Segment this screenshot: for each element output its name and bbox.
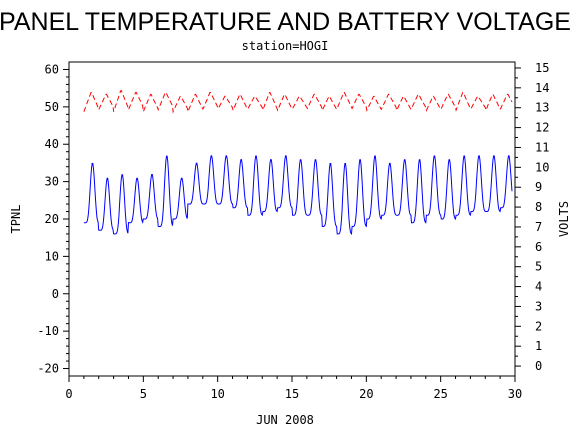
left-axis-label: TPNL (9, 205, 23, 234)
left-tick-label: 40 (45, 137, 59, 151)
x-tick-label: 5 (140, 387, 147, 401)
x-tick-label: 25 (433, 387, 447, 401)
left-tick-label: 30 (45, 175, 59, 189)
right-tick-label: 11 (535, 140, 549, 154)
series-layer (83, 90, 513, 236)
right-tick-label: 2 (535, 319, 542, 333)
x-tick-label: 0 (65, 387, 72, 401)
left-tick-label: 50 (45, 100, 59, 114)
right-tick-label: 0 (535, 359, 542, 373)
right-tick-label: 9 (535, 180, 542, 194)
x-axis: 0 5 10 15 20 25 30 (65, 376, 522, 401)
right-tick-label: 13 (535, 101, 549, 115)
x-tick-label: 10 (210, 387, 224, 401)
battery-voltage-line (83, 90, 513, 114)
left-tick-label: -10 (37, 324, 59, 338)
right-tick-label: 3 (535, 299, 542, 313)
right-tick-label: 10 (535, 160, 549, 174)
panel-temperature-line (83, 155, 513, 236)
left-tick-label: 10 (45, 249, 59, 263)
right-tick-label: 1 (535, 339, 542, 353)
right-tick-label: 4 (535, 280, 542, 294)
plot-area (68, 61, 516, 377)
right-tick-label: 7 (535, 220, 542, 234)
x-tick-label: 15 (285, 387, 299, 401)
x-tick-label: 30 (508, 387, 522, 401)
left-tick-label: 0 (52, 287, 59, 301)
right-tick-label: 5 (535, 260, 542, 274)
right-axis-label: VOLTS (557, 201, 570, 237)
right-tick-label: 8 (535, 200, 542, 214)
left-axis: -20 -10 0 10 20 30 40 50 60 (37, 62, 69, 376)
left-tick-label: -20 (37, 362, 59, 376)
x-tick-label: 20 (359, 387, 373, 401)
left-tick-label: 60 (45, 62, 59, 76)
right-tick-label: 15 (535, 61, 549, 75)
chart-title: PANEL TEMPERATURE AND BATTERY VOLTAGE (0, 8, 570, 36)
x-axis-label: JUN 2008 (256, 413, 314, 427)
chart-subtitle: station=HOGI (242, 39, 329, 53)
right-tick-label: 12 (535, 121, 549, 135)
right-tick-label: 14 (535, 81, 549, 95)
right-tick-label: 6 (535, 240, 542, 254)
left-tick-label: 20 (45, 212, 59, 226)
